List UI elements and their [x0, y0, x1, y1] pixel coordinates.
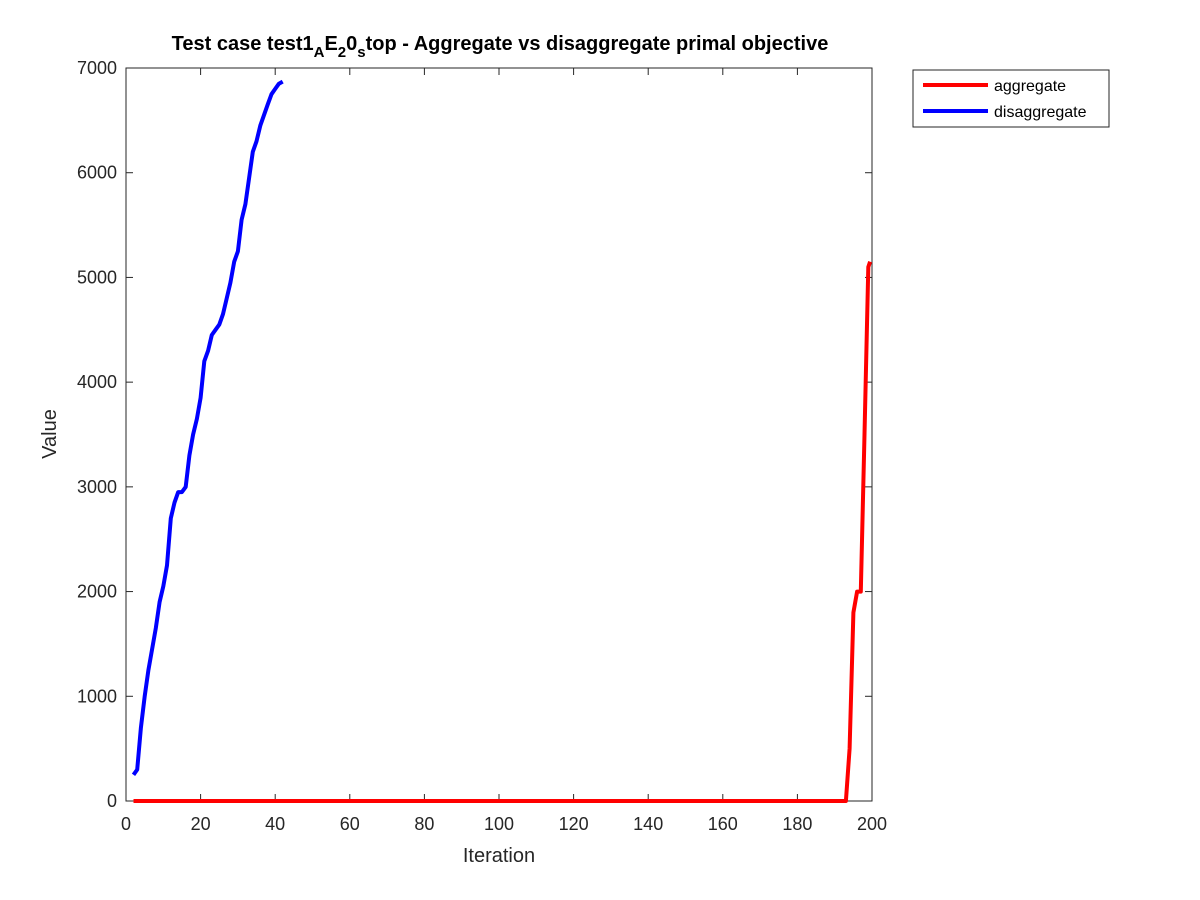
- x-axis-label: Iteration: [463, 845, 535, 867]
- x-tick-label: 80: [414, 814, 434, 834]
- x-tick-label: 200: [857, 814, 887, 834]
- legend: aggregate disaggregate: [912, 69, 1110, 128]
- x-tick-label: 100: [484, 814, 514, 834]
- y-tick-label: 2000: [77, 582, 117, 602]
- x-tick-label: 120: [559, 814, 589, 834]
- plot-area: [125, 67, 873, 802]
- x-tick-label: 180: [782, 814, 812, 834]
- x-tick-label: 140: [633, 814, 663, 834]
- legend-box: [912, 69, 1110, 128]
- series-line-disaggregate: [131, 79, 284, 776]
- title-subscript: 2: [338, 44, 346, 61]
- y-tick-label: 0: [107, 791, 117, 811]
- title-part: top - Aggregate vs disaggregate primal o…: [366, 33, 829, 55]
- x-tick-label: 20: [191, 814, 211, 834]
- series-layer: [131, 79, 872, 803]
- y-tick-label: 1000: [77, 686, 117, 706]
- title-subscript: s: [357, 44, 365, 61]
- title-part: E: [324, 33, 337, 55]
- x-tick-label: 160: [708, 814, 738, 834]
- series-line-aggregate: [133, 261, 872, 803]
- axis-ticks: 0 20 40 60 80 100 120 140 160 180 2000100020003000…: [77, 58, 887, 834]
- x-tick-label: 60: [340, 814, 360, 834]
- y-tick-label: 4000: [77, 372, 117, 392]
- title-part: 0: [346, 33, 357, 55]
- x-tick-label: 0: [121, 814, 131, 834]
- y-tick-label: 3000: [77, 477, 117, 497]
- legend-label-disaggregate: disaggregate: [994, 104, 1087, 121]
- y-tick-label: 7000: [77, 58, 117, 78]
- y-tick-label: 6000: [77, 163, 117, 183]
- legend-label-aggregate: aggregate: [994, 78, 1066, 95]
- title-subscript: A: [314, 44, 325, 61]
- chart-title: Test case test1AE20stop - Aggregate vs d…: [172, 33, 829, 61]
- x-tick-label: 40: [265, 814, 285, 834]
- y-axis-label: Value: [39, 409, 61, 459]
- title-part: Test case test1: [172, 33, 314, 55]
- y-tick-label: 5000: [77, 267, 117, 287]
